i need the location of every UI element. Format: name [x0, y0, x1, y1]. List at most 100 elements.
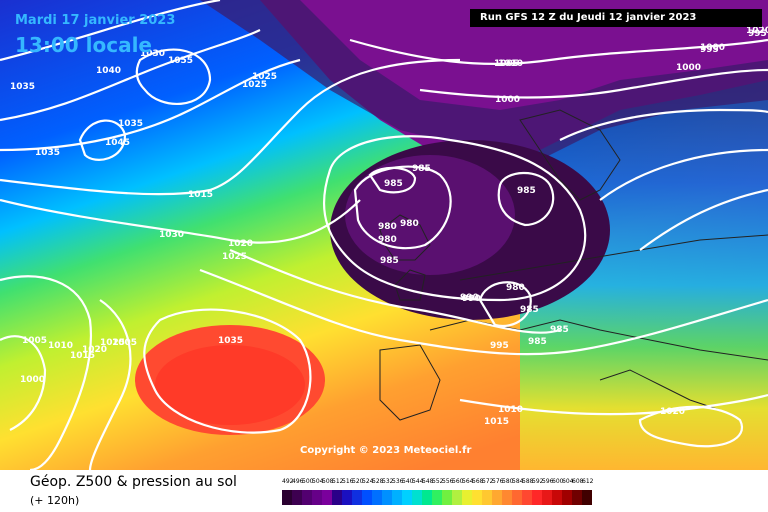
pressure-label: 985	[384, 179, 403, 189]
pressure-label: 985	[517, 186, 536, 196]
legend-tick-label: 584	[512, 478, 524, 485]
legend-tick-label: 568	[472, 478, 484, 485]
pressure-label: 980	[378, 235, 397, 245]
pressure-label: 1020	[660, 407, 685, 417]
pressure-label: 1025	[222, 252, 247, 262]
weather-map: 1055104510401035103510351030102510251020…	[0, 0, 768, 470]
legend-swatch	[492, 490, 502, 505]
legend-swatch	[332, 490, 342, 505]
legend-tick-label: 592	[532, 478, 544, 485]
pressure-label: 1040	[96, 66, 121, 76]
pressure-label: 980	[506, 283, 525, 293]
pressure-label: 985	[550, 325, 569, 335]
legend-tick-label: 504	[312, 478, 324, 485]
legend-swatch	[472, 490, 482, 505]
pressure-label: 1000	[676, 63, 701, 73]
pressure-label: 1020	[746, 26, 768, 36]
pressure-label: 1000	[495, 95, 520, 105]
pressure-label: 1025	[242, 80, 267, 90]
pressure-label: 985	[528, 337, 547, 347]
pressure-label: 1015	[484, 417, 509, 427]
pressure-label: 980	[400, 219, 419, 229]
legend-swatch	[522, 490, 532, 505]
pressure-label: 1010	[498, 59, 523, 69]
legend-swatch	[342, 490, 352, 505]
pressure-label: 980	[378, 222, 397, 232]
legend-tick-label: 536	[392, 478, 404, 485]
pressure-label: 1045	[105, 138, 130, 148]
legend-tick-label: 604	[562, 478, 574, 485]
legend-tick-label: 608	[572, 478, 584, 485]
pressure-label: 1015	[70, 351, 95, 361]
legend-swatch	[292, 490, 302, 505]
legend-swatch	[282, 490, 292, 505]
legend-tick-label: 544	[412, 478, 424, 485]
pressure-label: 995	[490, 341, 509, 351]
pressure-label: 1025	[252, 72, 277, 82]
legend-swatch	[452, 490, 462, 505]
pressure-label: 1025	[100, 338, 125, 348]
color-legend	[282, 490, 592, 505]
pressure-label: 985	[520, 305, 539, 315]
pressure-label: 1035	[35, 148, 60, 158]
pressure-label: 1005	[494, 59, 519, 69]
pressure-label: 1015	[188, 190, 213, 200]
legend-swatch	[572, 490, 582, 505]
pressure-label: 985	[412, 164, 431, 174]
legend-swatch	[302, 490, 312, 505]
legend-tick-label: 524	[362, 478, 374, 485]
pressure-label: 1030	[140, 49, 165, 59]
legend-swatch	[482, 490, 492, 505]
legend-swatch	[412, 490, 422, 505]
pressure-label: 1010	[498, 405, 523, 415]
legend-swatch	[432, 490, 442, 505]
legend-tick-label: 496	[292, 478, 304, 485]
legend-tick-label: 572	[482, 478, 494, 485]
legend-tick-label: 612	[582, 478, 594, 485]
pressure-label: 1020	[82, 345, 107, 355]
legend-swatch	[382, 490, 392, 505]
legend-swatch	[322, 490, 332, 505]
legend-swatch	[502, 490, 512, 505]
isobars	[0, 0, 768, 470]
dark-purple-band	[200, 0, 768, 160]
copyright-notice: Copyright © 2023 Meteociel.fr	[300, 445, 472, 456]
legend-tick-label: 532	[382, 478, 394, 485]
forecast-local-time: 13:00 locale	[15, 33, 152, 57]
pressure-label: 1000	[700, 43, 725, 53]
legend-swatch	[562, 490, 572, 505]
legend-swatch	[442, 490, 452, 505]
legend-tick-label: 548	[422, 478, 434, 485]
legend-swatch	[352, 490, 362, 505]
pressure-label: 1005	[22, 336, 47, 346]
legend-tick-label: 516	[342, 478, 354, 485]
legend-swatch	[462, 490, 472, 505]
run-info: Run GFS 12 Z du Jeudi 12 janvier 2023	[480, 12, 697, 23]
pressure-label: 1005	[112, 338, 137, 348]
pressure-label: 995	[748, 29, 767, 39]
pressure-label: 1030	[159, 230, 184, 240]
legend-tick-label: 492	[282, 478, 294, 485]
pressure-label: 995	[700, 45, 719, 55]
pressure-label: 1000	[20, 375, 45, 385]
pressure-label: 1035	[218, 336, 243, 346]
legend-tick-label: 508	[322, 478, 334, 485]
high-halo	[155, 345, 305, 425]
legend-tick-label: 596	[542, 478, 554, 485]
pressure-label: 1055	[168, 56, 193, 66]
pressure-label: 990	[462, 294, 481, 304]
legend-swatch	[552, 490, 562, 505]
legend-swatch	[392, 490, 402, 505]
legend-swatch	[372, 490, 382, 505]
legend-tick-label: 576	[492, 478, 504, 485]
lead-time: (+ 120h)	[30, 494, 80, 507]
run-banner	[470, 9, 762, 27]
legend-swatch	[542, 490, 552, 505]
legend-swatch	[582, 490, 592, 505]
legend-tick-label: 600	[552, 478, 564, 485]
pressure-label: 1020	[228, 239, 253, 249]
pressure-label: 985	[380, 256, 399, 266]
legend-swatch	[312, 490, 322, 505]
legend-tick-label: 520	[352, 478, 364, 485]
legend-tick-label: 500	[302, 478, 314, 485]
